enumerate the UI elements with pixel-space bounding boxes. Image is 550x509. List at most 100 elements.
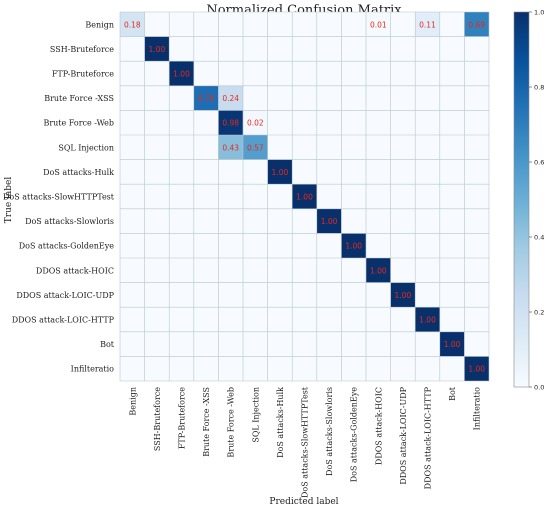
heatmap-cell [439,159,465,185]
heatmap-cell [120,331,145,357]
column-tick-label: Brute Force -XSS [202,387,211,457]
heatmap-cell [292,307,317,332]
heatmap-cell [193,159,219,185]
cell-value-label: 0.02 [247,119,264,128]
heatmap-cell [218,85,243,111]
heatmap-cell [316,356,342,381]
heatmap-cell [218,184,243,209]
heatmap-cell [218,307,243,332]
heatmap-cell [267,85,293,111]
heatmap-cell [390,159,416,185]
heatmap-cell [120,258,145,283]
cell-value-label: 1.00 [468,365,485,374]
heatmap-cell [267,12,293,37]
cell-value-label: 0.18 [124,20,141,29]
heatmap-cell [243,307,268,332]
heatmap-cell [439,85,465,111]
heatmap-cell [390,36,416,62]
heatmap-cell [243,258,268,283]
heatmap-cell [415,36,440,62]
heatmap-cell [267,36,293,62]
heatmap-cell [267,331,293,357]
heatmap-cell [169,110,194,135]
heatmap-cell [390,110,416,135]
column-tick-label: SQL Injection [251,387,260,443]
cell-value-label: 0.11 [419,20,436,29]
heatmap-cell [439,307,465,332]
column-tick-label: SSH-Bruteforce [153,387,162,451]
colorbar-tick-label: 0.6 [534,159,544,167]
heatmap-cell [316,61,342,86]
cell-value-label: 1.00 [296,193,313,202]
heatmap-cell [341,12,366,37]
heatmap-cell [144,159,170,185]
heatmap-cell [415,208,440,234]
heatmap-cell [144,61,170,86]
row-tick-label: Brute Force -Web [43,119,114,128]
heatmap-cell [316,208,342,234]
heatmap-cell [193,307,219,332]
heatmap-cell [243,110,268,135]
cell-value-label: 1.00 [370,266,387,275]
heatmap-cell [292,110,317,135]
heatmap-cell [292,184,317,209]
heatmap-cell [169,61,194,86]
heatmap-cell [144,331,170,357]
heatmap-cell [267,61,293,86]
heatmap-cell [243,233,268,258]
heatmap-cell [464,184,489,209]
heatmap-cell [218,135,243,160]
heatmap-cell [341,61,366,86]
cell-value-label: 1.00 [444,340,461,349]
heatmap-cell [439,12,465,37]
heatmap-cell [218,159,243,185]
heatmap-cell [366,307,391,332]
heatmap-cell [120,110,145,135]
heatmap-cell [390,184,416,209]
heatmap-cell [390,356,416,381]
heatmap-cell [439,61,465,86]
heatmap-cell [316,282,342,308]
heatmap-cell [218,258,243,283]
heatmap-cell [464,356,489,381]
heatmap-cell [341,110,366,135]
heatmap-cell [341,85,366,111]
heatmap-cell [193,184,219,209]
heatmap-cell [366,36,391,62]
heatmap-cell [193,208,219,234]
heatmap-cell [439,258,465,283]
row-tick-label: Infilteratio [71,365,115,374]
heatmap-cell [390,233,416,258]
colorbar [513,11,530,388]
heatmap-cell [366,85,391,111]
heatmap-cell [415,135,440,160]
heatmap-cell [144,85,170,111]
heatmap-cell [193,258,219,283]
heatmap-cell [341,135,366,160]
heatmap-cell [341,331,366,357]
heatmap-cell [415,233,440,258]
row-tick-label: DDOS attack-HOIC [36,266,114,275]
heatmap-cell [144,135,170,160]
heatmap-cell [415,282,440,308]
heatmap-cell [292,135,317,160]
heatmap-cell [366,208,391,234]
heatmap-cell [390,282,416,308]
heatmap-cell [120,208,145,234]
heatmap-cell [366,61,391,86]
heatmap-cell [316,12,342,37]
row-tick-labels: Benign SSH-Bruteforce FTP-Bruteforce Brute … [3,20,115,373]
heatmap-cell [267,208,293,234]
heatmap-cell [193,356,219,381]
heatmap-cell [341,184,366,209]
heatmap-cell [316,85,342,111]
column-tick-label: DDOS attack-LOIC-UDP [399,386,408,484]
heatmap-cell [120,61,145,86]
heatmap-cell [464,110,489,135]
heatmap-cell [292,356,317,381]
heatmap-cell [243,85,268,111]
cell-value-label: 1.00 [395,291,412,300]
cell-value-label: 0.69 [468,20,485,29]
heatmap-cell [366,110,391,135]
heatmap-cell [169,282,194,308]
